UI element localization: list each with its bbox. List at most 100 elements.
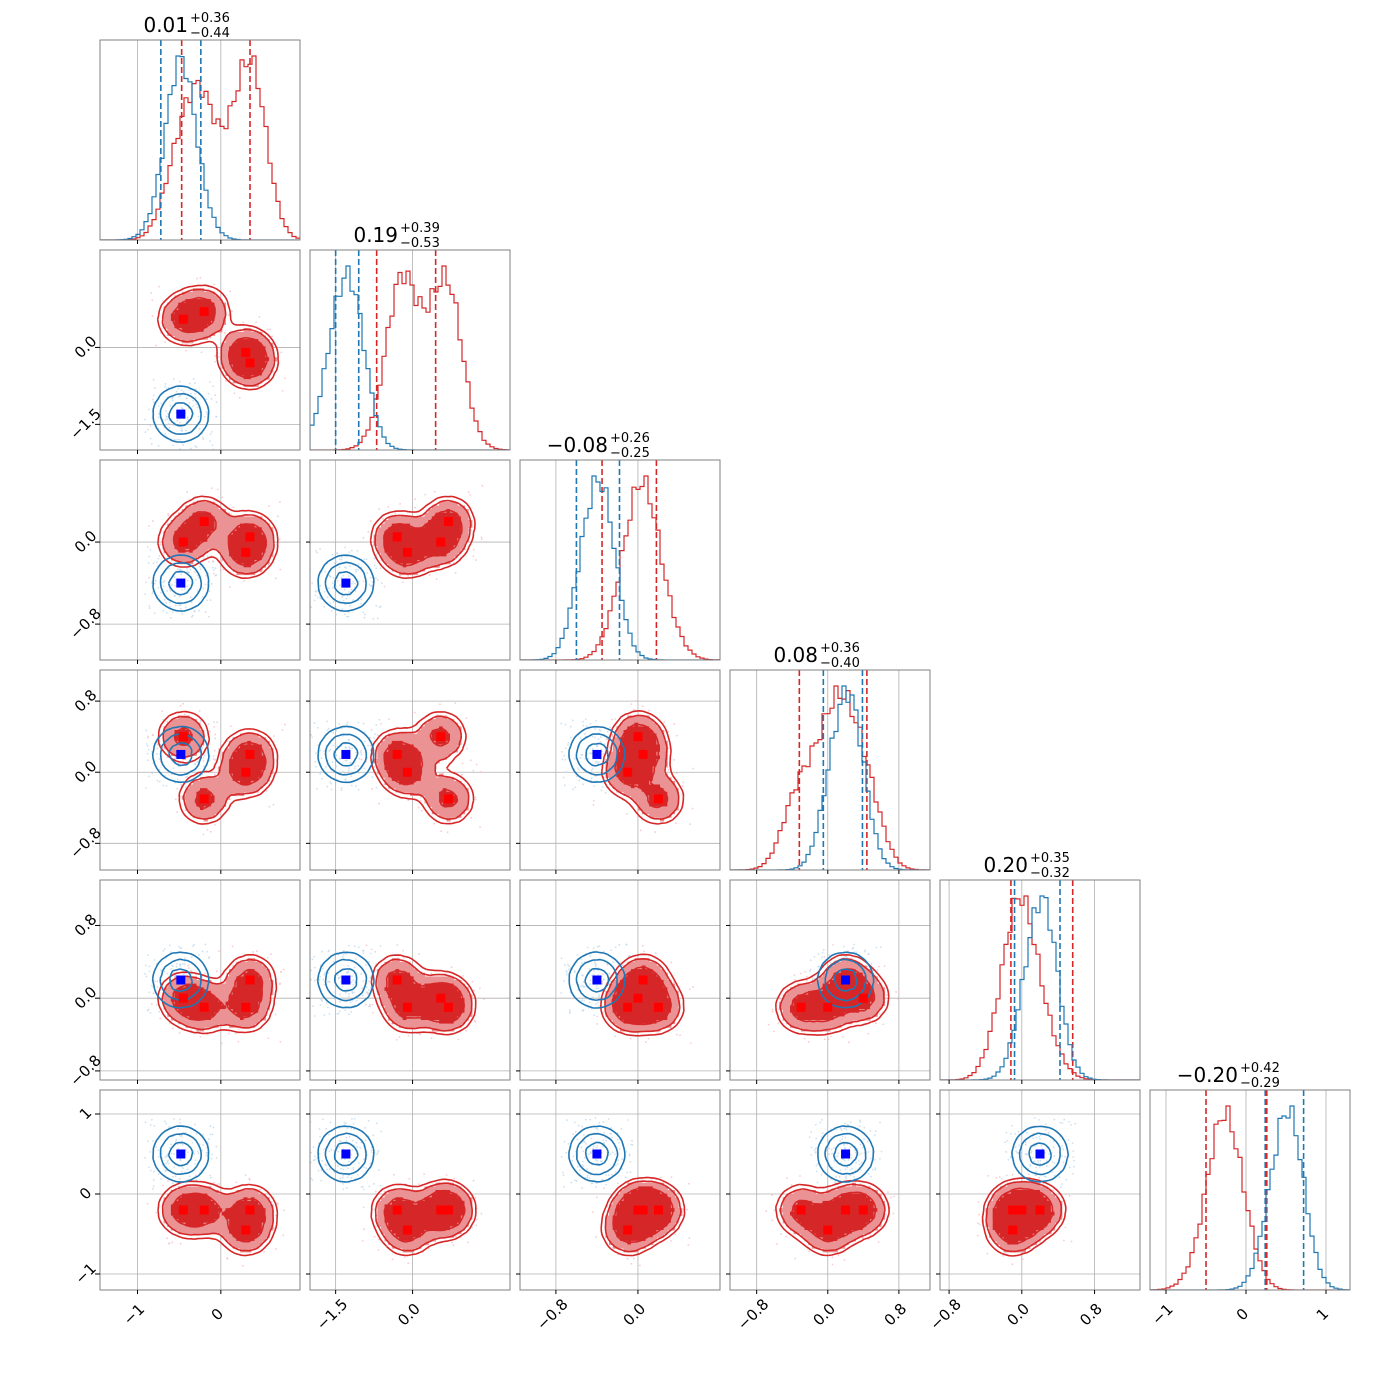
- density-cell-red: [450, 781, 454, 785]
- density-cell-red: [450, 531, 454, 535]
- sample-point: [564, 784, 566, 786]
- sample-point: [213, 721, 215, 723]
- density-cell-red: [410, 763, 414, 767]
- density-cell-red: [410, 741, 414, 745]
- density-cell-red: [222, 774, 226, 778]
- sample-point: [175, 439, 177, 441]
- sample-point: [191, 956, 193, 958]
- density-cell-red: [189, 796, 193, 800]
- density-cell-red: [186, 310, 190, 314]
- density-cell-red: [457, 803, 461, 807]
- density-cell-red: [236, 991, 240, 995]
- sample-point: [332, 582, 334, 584]
- density-cell-red: [667, 810, 671, 814]
- density-cell-red: [417, 556, 421, 560]
- density-cell-red: [396, 785, 400, 789]
- density-cell-red: [428, 759, 432, 763]
- density-cell-red: [421, 777, 425, 781]
- sample-point: [232, 946, 234, 948]
- sample-point: [199, 428, 201, 430]
- density-cell-red: [255, 549, 259, 553]
- density-cell-red: [262, 1009, 266, 1013]
- density-cell-red: [403, 734, 407, 738]
- density-cell-red: [381, 770, 385, 774]
- density-cell-red: [193, 998, 197, 1002]
- density-cell-red: [432, 546, 436, 550]
- density-cell-red: [425, 549, 429, 553]
- density-cell-red: [247, 763, 251, 767]
- sample-point: [211, 398, 213, 400]
- density-cell-red: [649, 770, 653, 774]
- density-cell-red: [218, 321, 222, 325]
- density-cell-red: [649, 723, 653, 727]
- sample-point: [270, 953, 272, 955]
- density-cell-red: [425, 542, 429, 546]
- sample-point: [275, 1014, 277, 1016]
- sample-point: [164, 433, 166, 435]
- sample-point: [273, 735, 275, 737]
- density-cell-red: [656, 766, 660, 770]
- marker-red: [403, 768, 412, 777]
- sample-point: [182, 703, 184, 705]
- density-cell-red: [236, 343, 240, 347]
- density-cell-red: [171, 328, 175, 332]
- sample-point: [178, 396, 180, 398]
- sample-point: [560, 723, 562, 725]
- density-cell-red: [240, 339, 244, 343]
- sample-point: [157, 748, 159, 750]
- density-cell-red: [425, 774, 429, 778]
- sample-point: [323, 606, 325, 608]
- sample-point: [373, 558, 375, 560]
- density-cell-red: [236, 1006, 240, 1010]
- density-cell-red: [266, 991, 270, 995]
- sample-point: [344, 613, 346, 615]
- density-cell-red: [247, 991, 251, 995]
- density-cell-red: [631, 756, 635, 760]
- sample-point: [184, 588, 186, 590]
- sample-point: [689, 823, 691, 825]
- density-cell-red: [410, 748, 414, 752]
- y-tick-label: 0.0: [71, 527, 101, 557]
- sample-point: [354, 767, 356, 769]
- density-cell-red: [200, 317, 204, 321]
- density-cell-red: [620, 788, 624, 792]
- sample-point: [320, 585, 322, 587]
- density-cell-red: [211, 781, 215, 785]
- density-cell-red: [646, 763, 650, 767]
- sample-point: [372, 776, 374, 778]
- diagonal-title-plus: +0.36: [190, 11, 230, 26]
- density-cell-red: [421, 538, 425, 542]
- sample-point: [348, 746, 350, 748]
- sample-point: [193, 378, 195, 380]
- density-cell-red: [244, 987, 248, 991]
- sample-point: [388, 718, 390, 720]
- sample-point: [376, 554, 378, 556]
- sample-point: [319, 548, 321, 550]
- density-cell-red: [244, 759, 248, 763]
- sample-point: [352, 581, 354, 583]
- density-cell-red: [255, 748, 259, 752]
- density-cell-red: [193, 792, 197, 796]
- density-cell-red: [266, 987, 270, 991]
- sample-point: [201, 351, 203, 353]
- density-cell-red: [251, 995, 255, 999]
- sample-point: [565, 724, 567, 726]
- density-cell-red: [204, 1020, 208, 1024]
- sample-point: [221, 1042, 223, 1044]
- density-cell-red: [638, 796, 642, 800]
- density-cell-red: [189, 317, 193, 321]
- density-cell-red: [377, 748, 381, 752]
- sample-point: [349, 605, 351, 607]
- sample-point: [216, 970, 218, 972]
- sample-point: [343, 575, 345, 577]
- sample-point: [208, 723, 210, 725]
- density-cell-red: [262, 1006, 266, 1010]
- sample-point: [436, 578, 438, 580]
- density-cell-red: [266, 549, 270, 553]
- density-cell-red: [635, 792, 639, 796]
- density-cell-red: [222, 535, 226, 539]
- density-cell-red: [229, 538, 233, 542]
- density-cell-red: [432, 777, 436, 781]
- density-cell-red: [454, 520, 458, 524]
- density-cell-red: [377, 535, 381, 539]
